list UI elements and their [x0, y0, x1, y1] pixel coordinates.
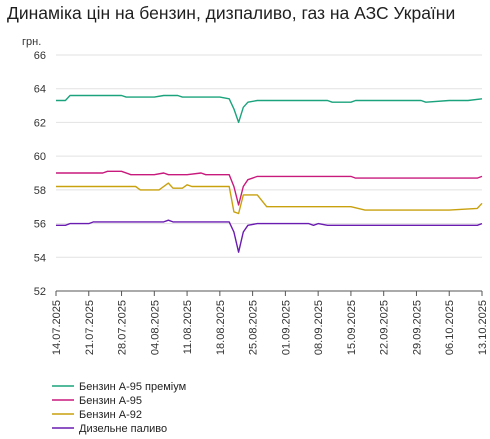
x-tick-label-10: 22.09.2025 — [379, 300, 391, 355]
series-layer — [56, 94, 483, 253]
y-tick-label-62: 62 — [34, 117, 46, 129]
x-tick-label-0: 14.07.2025 — [51, 300, 63, 355]
legend-label-0: Бензин А-95 преміум — [79, 381, 186, 393]
chart-title: Динаміка цін на бензин, дизпаливо, газ н… — [7, 3, 456, 23]
grid-layer — [56, 54, 482, 258]
legend: Бензин А-95 преміум Бензин А-95 Бензин А-9… — [52, 381, 186, 435]
legend-label-1: Бензин А-95 — [79, 395, 142, 407]
y-tick-label-60: 60 — [34, 151, 46, 163]
series-line-2 — [56, 182, 483, 215]
x-tick-label-5: 18.08.2025 — [215, 300, 227, 355]
y-tick-label-52: 52 — [34, 286, 46, 298]
y-tick-label-54: 54 — [34, 252, 46, 264]
y-tick-label-66: 66 — [34, 50, 46, 62]
legend-label-2: Бензин А-92 — [79, 409, 142, 421]
y-tick-label-56: 56 — [34, 219, 46, 231]
x-tick-label-7: 01.09.2025 — [280, 300, 292, 355]
y-tick-label-58: 58 — [34, 185, 46, 197]
x-tick-label-8: 08.09.2025 — [313, 300, 325, 355]
series-line-3 — [56, 219, 483, 253]
y-axis-unit-label: грн. — [22, 36, 41, 48]
series-line-1 — [56, 170, 483, 206]
series-line-0 — [56, 94, 483, 124]
x-tick-label-9: 15.09.2025 — [346, 300, 358, 355]
x-tick-label-4: 11.08.2025 — [182, 300, 194, 354]
x-tick-label-12: 06.10.2025 — [444, 300, 456, 355]
legend-label-3: Дизельне паливо — [79, 423, 167, 435]
x-tick-label-1: 21.07.2025 — [84, 300, 96, 355]
axis-layer: грн. 52 54 56 58 60 62 64 66 14.07.2025 21.07.2025… — [22, 36, 489, 355]
x-tick-label-6: 25.08.2025 — [248, 300, 260, 355]
x-tick-label-3: 04.08.2025 — [149, 300, 161, 355]
x-tick-label-13: 13.10.2025 — [477, 300, 489, 355]
x-tick-label-2: 28.07.2025 — [117, 300, 129, 355]
y-tick-label-64: 64 — [34, 84, 46, 96]
x-tick-label-11: 29.09.2025 — [411, 300, 423, 355]
